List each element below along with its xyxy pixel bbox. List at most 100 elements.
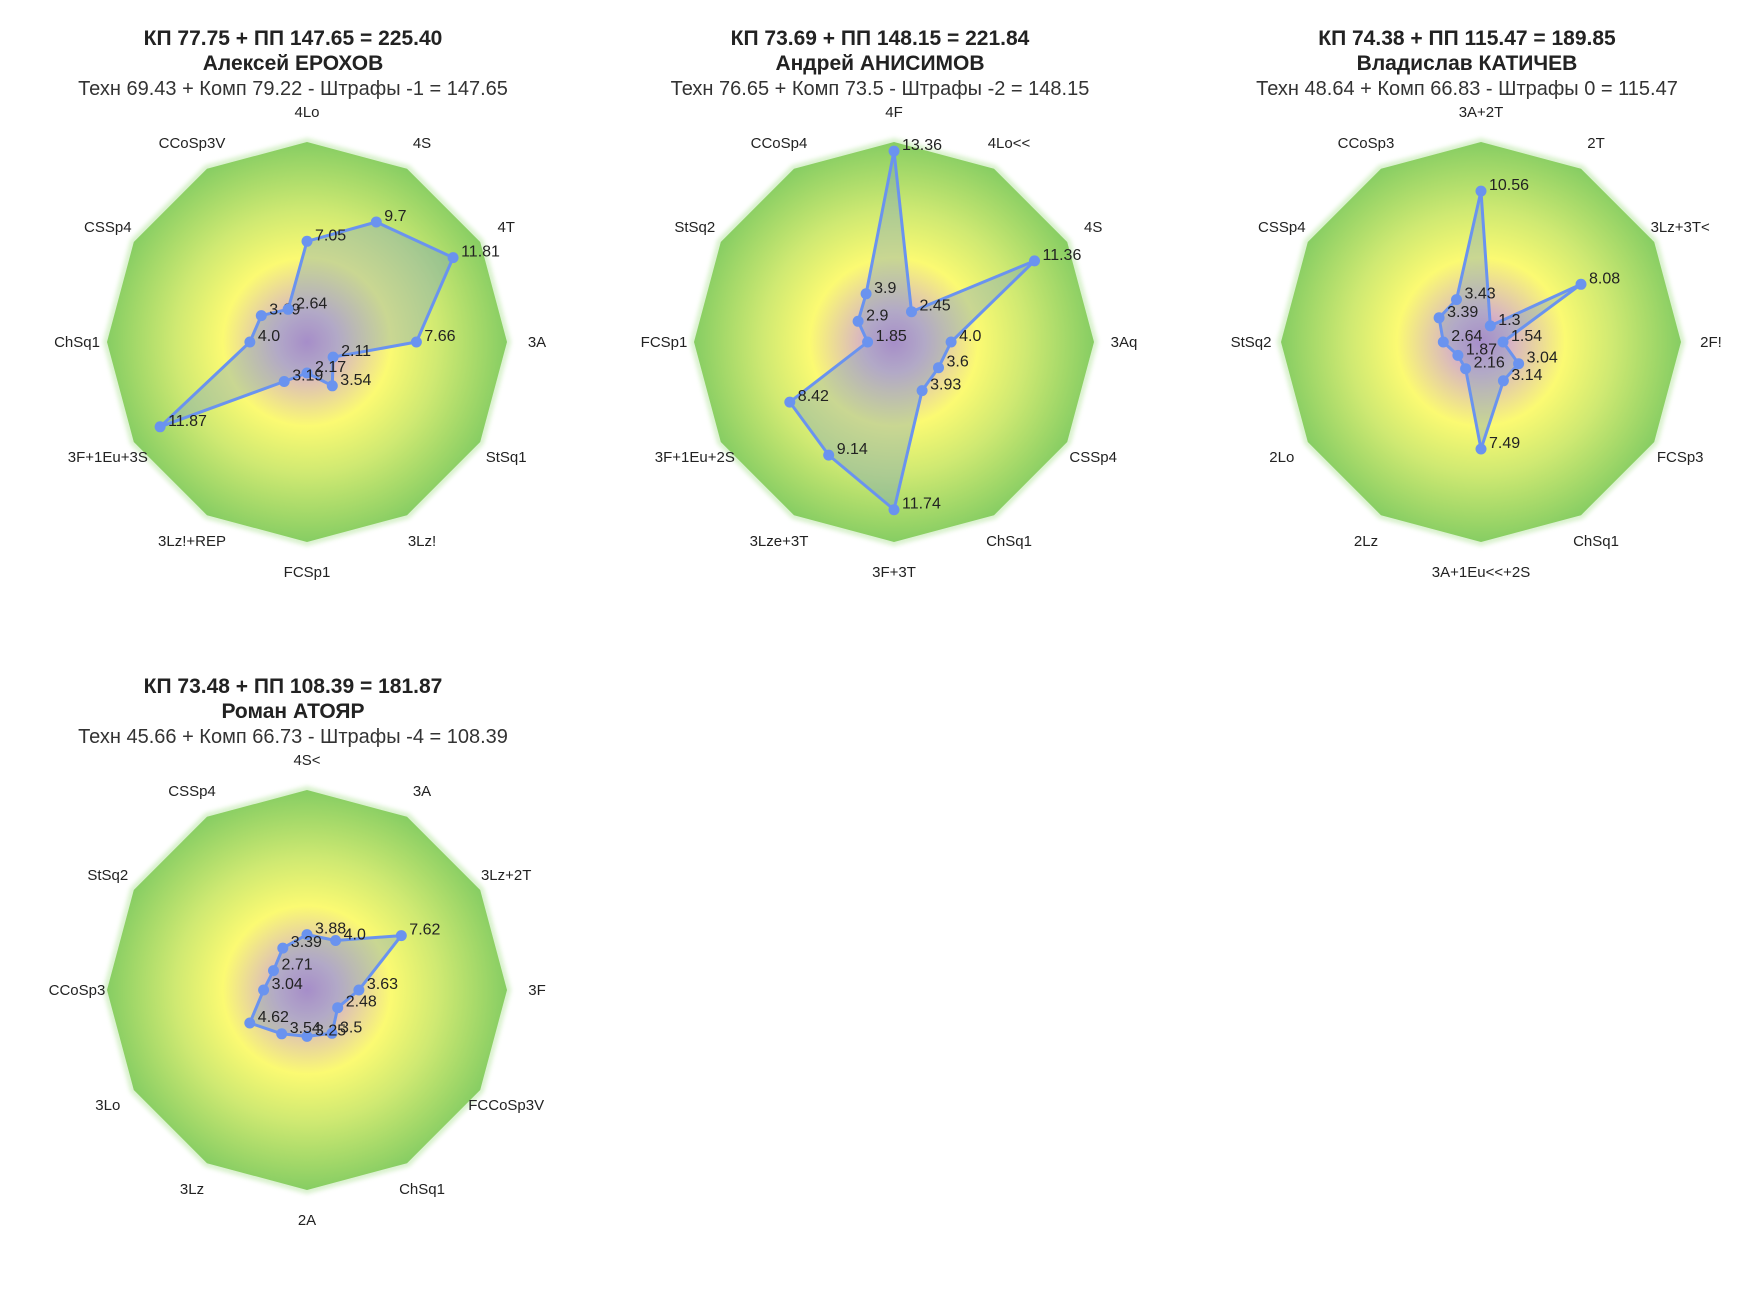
skater-name: Роман АТОЯР — [221, 700, 365, 723]
data-point — [326, 380, 338, 392]
category-label: FCSp1 — [284, 564, 331, 581]
data-label: 3.43 — [1465, 286, 1496, 303]
category-label: 2T — [1587, 135, 1605, 152]
radar-chart: 4Lo 4S 4T 3A StSq1 3Lz! FCSp1 3Lz!+REP 3F+1Eu+3S… — [54, 104, 546, 581]
radar-chart: 3A+2T 2T 3Lz+3T< 2F! FCSp3 ChSq1 3A+1Eu<<+2S 2L… — [1231, 104, 1722, 581]
data-point — [945, 336, 957, 348]
data-point — [1437, 336, 1449, 348]
data-point — [395, 930, 407, 942]
data-point — [1497, 336, 1509, 348]
data-label: 3.39 — [291, 934, 322, 951]
data-point — [276, 1028, 288, 1040]
data-point — [1451, 294, 1462, 306]
category-label: FCSp3 — [1657, 449, 1704, 466]
data-label: 3.39 — [1447, 304, 1478, 321]
data-label: 9.7 — [384, 208, 406, 225]
data-label: 2.64 — [296, 295, 327, 312]
radar-chart: 4F 4Lo<< 4S 3Aq CSSp4 ChSq1 3F+3T 3Lze+3T 3F+1Eu… — [641, 104, 1138, 581]
data-point — [154, 421, 166, 433]
category-label: StSq2 — [87, 867, 128, 884]
chart-panel-3: КП 74.38 + ПП 115.47 = 189.85 Владислав … — [1174, 0, 1760, 650]
data-label: 11.87 — [168, 413, 207, 430]
data-label: 3.93 — [930, 377, 961, 394]
data-point — [447, 252, 459, 264]
data-label: 2.45 — [920, 298, 951, 315]
data-label: 2.48 — [346, 994, 377, 1011]
chart-title: КП 77.75 + ПП 147.65 = 225.40 — [143, 27, 443, 50]
data-label: 3.25 — [315, 1022, 346, 1039]
data-label: 3.54 — [290, 1020, 321, 1037]
category-label: 4S — [1084, 219, 1102, 236]
data-label: 7.05 — [315, 227, 346, 244]
data-label: 2.64 — [1451, 328, 1482, 345]
data-point — [1484, 320, 1496, 332]
data-label: 11.74 — [902, 496, 941, 513]
data-point — [1029, 255, 1040, 267]
category-label: 2A — [298, 1212, 316, 1229]
chart-subtitle: Техн 76.65 + Комп 73.5 - Штрафы -2 = 148… — [670, 78, 1090, 100]
category-label: 3F+1Eu+3S — [68, 449, 148, 466]
data-point — [301, 367, 313, 379]
data-label: 10.56 — [1489, 177, 1529, 194]
chart-titles: КП 73.69 + ПП 148.15 = 221.84 Андрей АНИ… — [587, 26, 1173, 102]
skater-name: Алексей ЕРОХОВ — [202, 52, 384, 75]
data-label: 3.04 — [272, 976, 303, 993]
category-label: 3A+1Eu<<+2S — [1432, 564, 1530, 581]
data-label: 4.0 — [959, 328, 981, 345]
radar-background — [1281, 142, 1681, 542]
category-label: StSq2 — [674, 219, 715, 236]
data-point — [330, 935, 342, 946]
category-label: 3F+1Eu+2S — [655, 449, 735, 466]
category-label: 3Lz+2T — [481, 867, 531, 884]
category-label: 4S< — [293, 752, 320, 769]
data-point — [278, 376, 290, 387]
data-point — [888, 145, 900, 157]
data-label: 3.54 — [340, 372, 371, 389]
data-label: 4.0 — [258, 328, 280, 345]
chart-title: КП 73.69 + ПП 148.15 = 221.84 — [730, 27, 1030, 50]
category-label: StSq1 — [486, 449, 527, 466]
data-point — [862, 336, 874, 348]
data-label: 8.08 — [1589, 270, 1620, 287]
data-label: 3.63 — [367, 976, 398, 993]
category-label: CCoSp3 — [1338, 135, 1395, 152]
chart-panel-4: КП 73.48 + ПП 108.39 = 181.87 Роман АТОЯ… — [0, 648, 586, 1298]
category-label: 3F+3T — [872, 564, 916, 581]
data-point — [277, 942, 289, 954]
category-label: 4Lo — [294, 104, 319, 121]
chart-title: КП 74.38 + ПП 115.47 = 189.85 — [1318, 27, 1616, 50]
data-point — [1497, 375, 1509, 387]
data-point — [255, 310, 267, 322]
data-label: 3.88 — [315, 921, 346, 938]
category-label: CSSp4 — [84, 219, 132, 236]
category-label: 4F — [885, 104, 903, 121]
data-point — [301, 235, 313, 247]
category-label: ChSq1 — [986, 533, 1032, 550]
category-label: 3F — [528, 982, 546, 999]
data-point — [326, 1027, 338, 1039]
data-point — [1452, 349, 1464, 361]
data-point — [1475, 443, 1487, 455]
category-label: 2Lz — [1354, 533, 1378, 550]
data-label: 2.11 — [341, 343, 371, 360]
data-label: 1.87 — [1466, 341, 1497, 358]
data-label: 2.71 — [282, 957, 313, 974]
data-point — [852, 315, 864, 327]
data-label: 1.54 — [1511, 328, 1542, 345]
category-label: CSSp4 — [168, 783, 216, 800]
category-label: CSSp4 — [1069, 449, 1117, 466]
category-label: FCSp1 — [641, 334, 688, 351]
category-label: 4Lo<< — [988, 135, 1031, 152]
chart-subtitle: Техн 45.66 + Комп 66.73 - Штрафы -4 = 10… — [78, 726, 508, 748]
data-label: 2.17 — [315, 359, 346, 376]
data-label: 1.85 — [876, 328, 907, 345]
data-point — [327, 351, 339, 363]
category-label: ChSq1 — [1573, 533, 1619, 550]
data-point — [268, 965, 279, 977]
category-label: 3Lo — [95, 1097, 120, 1114]
category-label: 3Lz+3T< — [1651, 219, 1710, 236]
data-point — [258, 984, 270, 996]
category-label: 4T — [497, 219, 515, 236]
data-label: 2.16 — [1474, 355, 1505, 372]
chart-panel-1: КП 77.75 + ПП 147.65 = 225.40 Алексей ЕР… — [0, 0, 586, 650]
